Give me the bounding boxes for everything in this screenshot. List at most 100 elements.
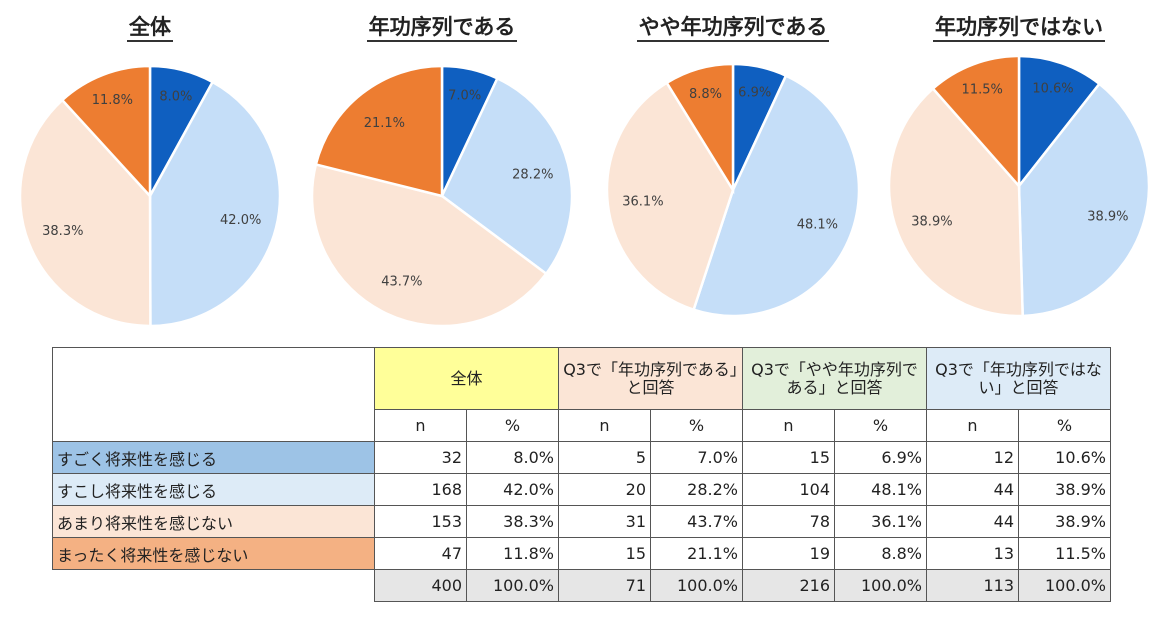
table-cell: 43.7% <box>650 505 743 538</box>
total-cell: 113 <box>926 569 1019 602</box>
slice-value-label: 38.3% <box>42 224 83 239</box>
slice-value-label: 8.0% <box>159 89 192 104</box>
header-all: 全体 <box>374 347 559 410</box>
header-not-seniority: Q3で「年功序列ではない」と回答 <box>926 347 1111 410</box>
table-cell: 47 <box>374 537 467 570</box>
header-somewhat-seniority: Q3で「やや年功序列である」と回答 <box>742 347 927 410</box>
table-cell: 42.0% <box>466 473 559 506</box>
table-row: まったく将来性を感じない 47 11.8% 15 21.1% 19 8.8% 1… <box>52 537 1111 570</box>
table-cell: 104 <box>742 473 835 506</box>
row-label-somewhat: すこし将来性を感じる <box>52 473 375 506</box>
total-cell: 100.0% <box>650 569 743 602</box>
slice-value-label: 11.5% <box>962 83 1003 98</box>
slice-somewhat <box>440 76 574 276</box>
pct-header: % <box>834 409 927 442</box>
slice-not-much <box>310 162 548 328</box>
row-label-not-much: あまり将来性を感じない <box>52 505 375 538</box>
total-cell: 100.0% <box>834 569 927 602</box>
pie-svg: 6.9% 48.1% 36.1% 8.8% <box>605 62 861 318</box>
table-cell: 44 <box>926 473 1019 506</box>
slice-value-label: 38.9% <box>1087 209 1128 224</box>
table-cell: 78 <box>742 505 835 538</box>
table-cell: 11.5% <box>1018 537 1111 570</box>
total-cell: 400 <box>374 569 467 602</box>
total-cell: 71 <box>558 569 651 602</box>
slice-somewhat <box>148 80 282 328</box>
table-cell: 8.0% <box>466 441 559 474</box>
slice-value-label: 43.7% <box>381 275 422 290</box>
table-cell: 38.9% <box>1018 473 1111 506</box>
table-cell: 38.3% <box>466 505 559 538</box>
slice-value-label: 42.0% <box>220 213 261 228</box>
slice-value-label: 36.1% <box>622 195 663 210</box>
table-cell: 11.8% <box>466 537 559 570</box>
total-row: 400 100.0% 71 100.0% 216 100.0% 113 100.… <box>53 569 1111 602</box>
table-cell: 15 <box>742 441 835 474</box>
table-cell: 20 <box>558 473 651 506</box>
slice-value-label: 11.8% <box>92 93 133 108</box>
results-table: 全体 Q3で「年功序列である」と回答 Q3で「やや年功序列である」と回答 Q3で… <box>52 347 1111 602</box>
slice-not-at-all <box>60 64 152 200</box>
table-cell: 5 <box>558 441 651 474</box>
table-cell: 15 <box>558 537 651 570</box>
table-cell: 10.6% <box>1018 441 1111 474</box>
n-header: n <box>374 409 467 442</box>
table-cell: 21.1% <box>650 537 743 570</box>
table-cell: 168 <box>374 473 467 506</box>
table-cell: 13 <box>926 537 1019 570</box>
total-cell: 100.0% <box>466 569 559 602</box>
pie-title: 年功序列である <box>366 14 518 42</box>
corner-cell <box>52 347 375 442</box>
table-cell: 12 <box>926 441 1019 474</box>
slice-value-label: 38.9% <box>911 214 952 229</box>
pie-svg: 10.6% 38.9% 38.9% 11.5% <box>887 54 1151 318</box>
table-cell: 38.9% <box>1018 505 1111 538</box>
table-cell: 48.1% <box>834 473 927 506</box>
table-cell: 32 <box>374 441 467 474</box>
row-label-very: すごく将来性を感じる <box>52 441 375 474</box>
slice-not-much <box>18 98 152 328</box>
slice-somewhat <box>1017 82 1151 318</box>
table-cell: 31 <box>558 505 651 538</box>
slice-value-label: 6.9% <box>738 86 771 101</box>
slice-value-label: 48.1% <box>797 217 838 232</box>
pie-title: 全体 <box>127 14 173 42</box>
table-cell: 6.9% <box>834 441 927 474</box>
pie-title: 年功序列ではない <box>933 14 1105 42</box>
n-header: n <box>926 409 1019 442</box>
pie-svg: 8.0% 42.0% 38.3% 11.8% <box>18 64 282 328</box>
table-cell: 44 <box>926 505 1019 538</box>
total-blank <box>53 570 375 602</box>
table-row: すごく将来性を感じる 32 8.0% 5 7.0% 15 6.9% 12 10.… <box>52 441 1111 474</box>
table-row: すこし将来性を感じる 168 42.0% 20 28.2% 104 48.1% … <box>52 473 1111 506</box>
table-cell: 7.0% <box>650 441 743 474</box>
n-header: n <box>558 409 651 442</box>
header-row: 全体 Q3で「年功序列である」と回答 Q3で「やや年功序列である」と回答 Q3で… <box>52 347 1111 442</box>
slice-value-label: 21.1% <box>364 116 405 131</box>
total-cell: 100.0% <box>1018 569 1111 602</box>
slice-value-label: 7.0% <box>448 89 481 104</box>
total-cell: 216 <box>742 569 835 602</box>
pie-title: やや年功序列である <box>636 14 830 42</box>
slice-not-at-all <box>314 64 444 198</box>
slice-very <box>1017 54 1102 190</box>
row-label-not-at-all: まったく将来性を感じない <box>52 537 375 570</box>
pct-header: % <box>466 409 559 442</box>
table-cell: 19 <box>742 537 835 570</box>
slice-somewhat <box>692 74 861 318</box>
table-row: あまり将来性を感じない 153 38.3% 31 43.7% 78 36.1% … <box>52 505 1111 538</box>
header-seniority: Q3で「年功序列である」と回答 <box>558 347 743 410</box>
pct-header: % <box>650 409 743 442</box>
table-cell: 36.1% <box>834 505 927 538</box>
table-cell: 28.2% <box>650 473 743 506</box>
slice-not-at-all <box>665 62 735 195</box>
slice-not-at-all <box>931 54 1021 190</box>
slice-not-much <box>887 86 1024 318</box>
n-header: n <box>742 409 835 442</box>
pct-header: % <box>1018 409 1111 442</box>
slice-value-label: 28.2% <box>512 167 553 182</box>
pie-svg: 7.0% 28.2% 43.7% 21.1% <box>310 64 574 328</box>
table-cell: 153 <box>374 505 467 538</box>
slice-value-label: 10.6% <box>1032 82 1073 97</box>
slice-value-label: 8.8% <box>689 87 722 102</box>
